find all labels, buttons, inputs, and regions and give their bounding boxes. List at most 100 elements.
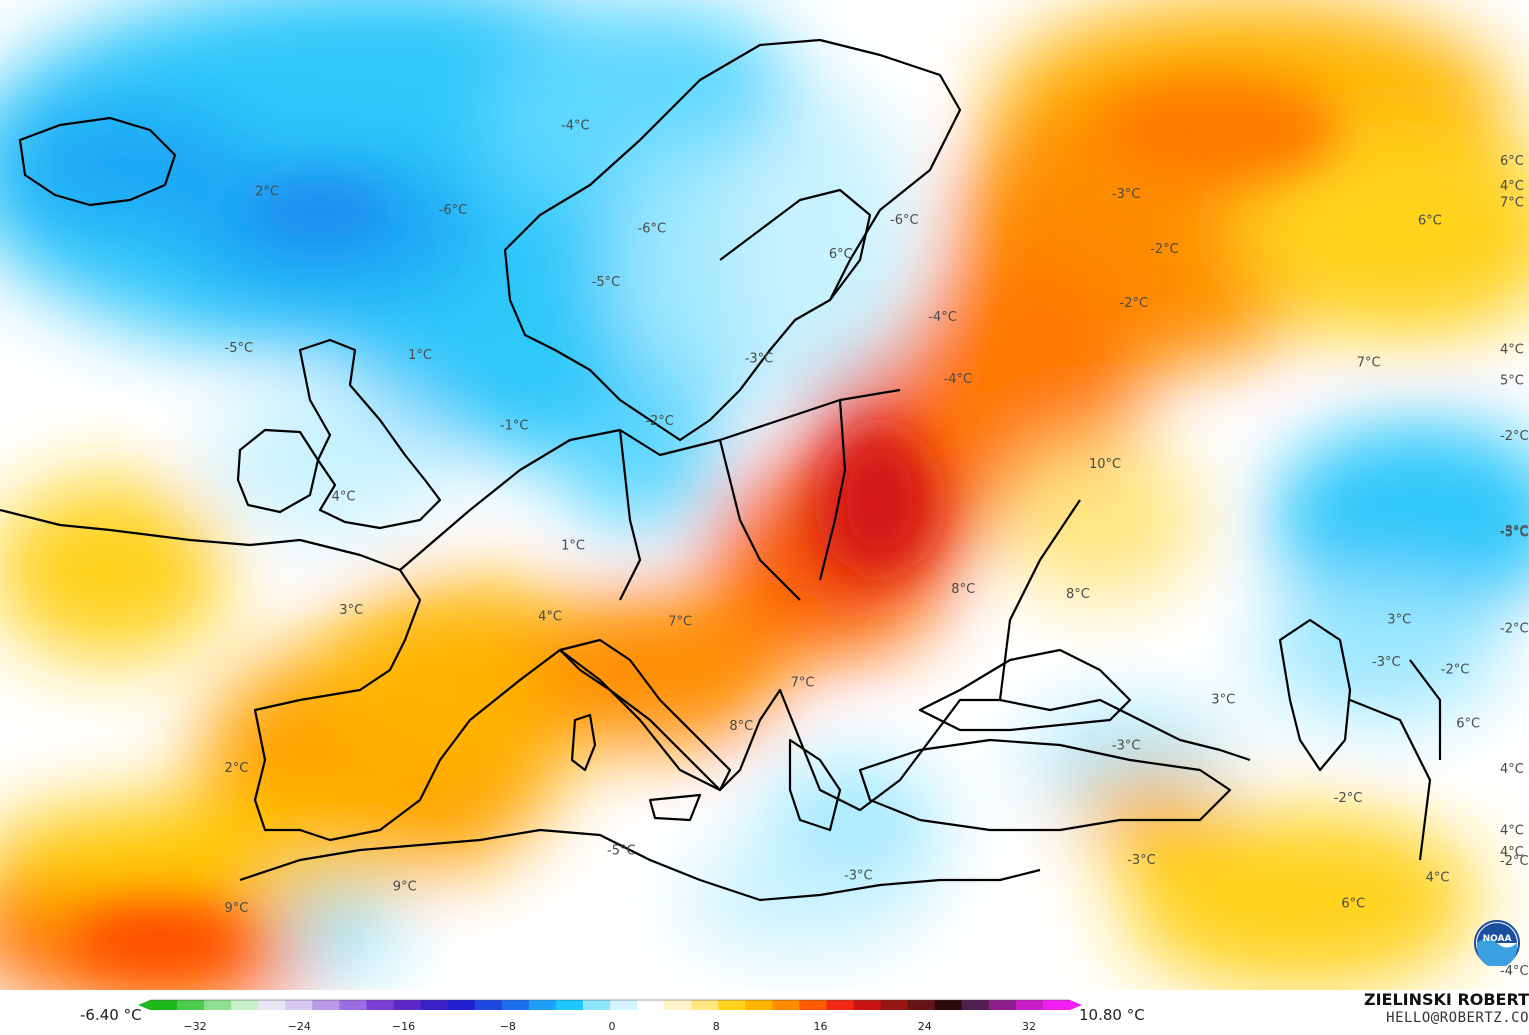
scale-tick-label: −32 xyxy=(183,1020,207,1033)
color-scale-cell xyxy=(961,1000,990,1010)
temperature-label: 4°C xyxy=(1500,179,1524,194)
temperature-label: 4°C xyxy=(1500,762,1524,777)
legend-bar xyxy=(0,990,1529,1035)
temperature-label: 4°C xyxy=(332,490,356,505)
color-scale-cell xyxy=(555,1000,584,1010)
author-name: ZIELINSKI ROBERT xyxy=(1363,990,1529,1009)
temperature-label: 2°C xyxy=(225,761,249,776)
temperature-label: 6°C xyxy=(1341,897,1365,912)
color-scale-cell xyxy=(880,1000,909,1010)
color-scale-cell xyxy=(610,1000,638,1010)
scale-tick-label: 16 xyxy=(813,1020,828,1033)
temperature-label: -3°C xyxy=(1127,853,1156,868)
color-scale-cell xyxy=(988,1000,1017,1010)
temperature-label: 9°C xyxy=(225,901,249,916)
temperature-label: 7°C xyxy=(791,675,815,690)
color-scale-cell xyxy=(366,1000,395,1010)
temperature-label: -4°C xyxy=(561,119,590,134)
scale-tick-label: 0 xyxy=(608,1020,616,1033)
color-scale-cell xyxy=(285,1000,313,1010)
temperature-label: -3°C xyxy=(1112,187,1141,202)
color-scale-cell xyxy=(177,1000,205,1010)
temperature-label: -3°C xyxy=(1112,738,1141,753)
temperature-label: 4°C xyxy=(1500,342,1524,357)
color-scale-cell xyxy=(664,1000,692,1010)
temperature-label: 2°C xyxy=(255,184,279,199)
temperature-label: 10°C xyxy=(1089,457,1121,472)
map-canvas: -4°C 2°C -6°C -6°C -6°C -3°C -2°C 6°C -5°C -5°C 1°… xyxy=(0,0,1529,990)
temperature-label: 6°C xyxy=(1418,214,1442,229)
color-scale-cell xyxy=(312,1000,340,1010)
scale-tick-label: 32 xyxy=(1022,1020,1036,1033)
scale-tick-label: 24 xyxy=(917,1020,932,1033)
temperature-label: -6°C xyxy=(638,222,667,237)
temperature-label: -6°C xyxy=(439,203,468,218)
temperature-label: 4°C xyxy=(538,610,562,625)
temperature-label: 6°C xyxy=(1500,154,1524,169)
color-scale-cells xyxy=(138,1000,1082,1010)
scale-tick-label: −16 xyxy=(391,1020,416,1033)
color-scale-cell xyxy=(582,1000,611,1010)
color-scale-cell xyxy=(339,1000,367,1010)
color-scale-cell xyxy=(528,1000,557,1010)
coastlines-borders xyxy=(0,38,1442,902)
temperature-label: 8°C xyxy=(1066,587,1090,602)
temperature-label: 8°C xyxy=(729,719,753,734)
temperature-label: 1°C xyxy=(408,348,432,363)
temperature-label: -4°C xyxy=(928,310,957,325)
temperature-label: 7°C xyxy=(1357,356,1381,371)
temperature-label: -2°C xyxy=(1334,791,1363,806)
color-scale-cell xyxy=(745,1000,773,1010)
temperature-label: -2°C xyxy=(645,414,674,429)
temperature-label: -2°C xyxy=(1120,296,1149,311)
temperature-label: 7°C xyxy=(668,615,692,630)
temperature-label: -4°C xyxy=(944,372,973,387)
temperature-label: 6°C xyxy=(829,247,853,262)
temperature-label: -2°C xyxy=(1150,242,1179,257)
temperature-label: 8°C xyxy=(951,582,975,597)
temperature-label: 4°C xyxy=(1500,845,1524,860)
temperature-label: 5°C xyxy=(1500,374,1524,389)
color-scale-cell xyxy=(772,1000,800,1010)
anomaly-shading xyxy=(0,0,1529,990)
scale-tick-label: −8 xyxy=(499,1020,516,1033)
temperature-labels: -4°C 2°C -6°C -6°C -6°C -3°C -2°C 6°C -5°C -5°C 1°… xyxy=(225,119,1529,979)
temperature-label: -5°C xyxy=(592,275,621,290)
author-email: HELLO@ROBERTZ.CO xyxy=(1386,1010,1529,1026)
color-scale-cell xyxy=(474,1000,503,1010)
scale-tick-label: 8 xyxy=(712,1020,720,1033)
scale-right-arrow xyxy=(1070,1000,1082,1010)
temperature-label: -3°C xyxy=(844,868,873,883)
temperature-label: 3°C xyxy=(339,603,363,618)
temperature-label: -2°C xyxy=(1441,662,1470,677)
temperature-label: -5°C xyxy=(1500,526,1529,541)
color-scale-cell xyxy=(826,1000,855,1010)
noaa-logo-text: NOAA xyxy=(1483,934,1512,944)
temperature-anomaly-map: -4°C 2°C -6°C -6°C -6°C -3°C -2°C 6°C -5°C -5°C 1°… xyxy=(0,0,1529,990)
color-scale-cell xyxy=(637,1000,665,1010)
temperature-label: -2°C xyxy=(1500,429,1529,444)
color-scale-cell xyxy=(150,1000,178,1010)
temperature-label: 1°C xyxy=(561,539,585,554)
color-scale-cell xyxy=(420,1000,449,1010)
color-scale-cell xyxy=(1042,1000,1071,1010)
temperature-label: -2°C xyxy=(1500,622,1529,637)
temperature-label: 4°C xyxy=(1500,824,1524,839)
temperature-label: -2°C xyxy=(1500,854,1529,869)
color-scale-cell xyxy=(853,1000,882,1010)
temperature-label: 9°C xyxy=(393,879,417,894)
color-scale-cell xyxy=(447,1000,476,1010)
color-scale-cell xyxy=(799,1000,827,1010)
legend-min-value: -6.40 °C xyxy=(80,1006,142,1024)
scale-left-arrow xyxy=(138,1000,150,1010)
color-scale-cell xyxy=(393,1000,422,1010)
color-scale-cell xyxy=(501,1000,530,1010)
color-scale-cell xyxy=(718,1000,746,1010)
color-scale-cell xyxy=(258,1000,286,1010)
temperature-label: -6°C xyxy=(890,213,919,228)
color-scale-cell xyxy=(1015,1000,1044,1010)
temperature-label: 3°C xyxy=(1211,693,1235,708)
temperature-label: 4°C xyxy=(1426,871,1450,886)
color-scale-cell xyxy=(231,1000,259,1010)
temperature-label: -4°C xyxy=(1500,964,1529,979)
